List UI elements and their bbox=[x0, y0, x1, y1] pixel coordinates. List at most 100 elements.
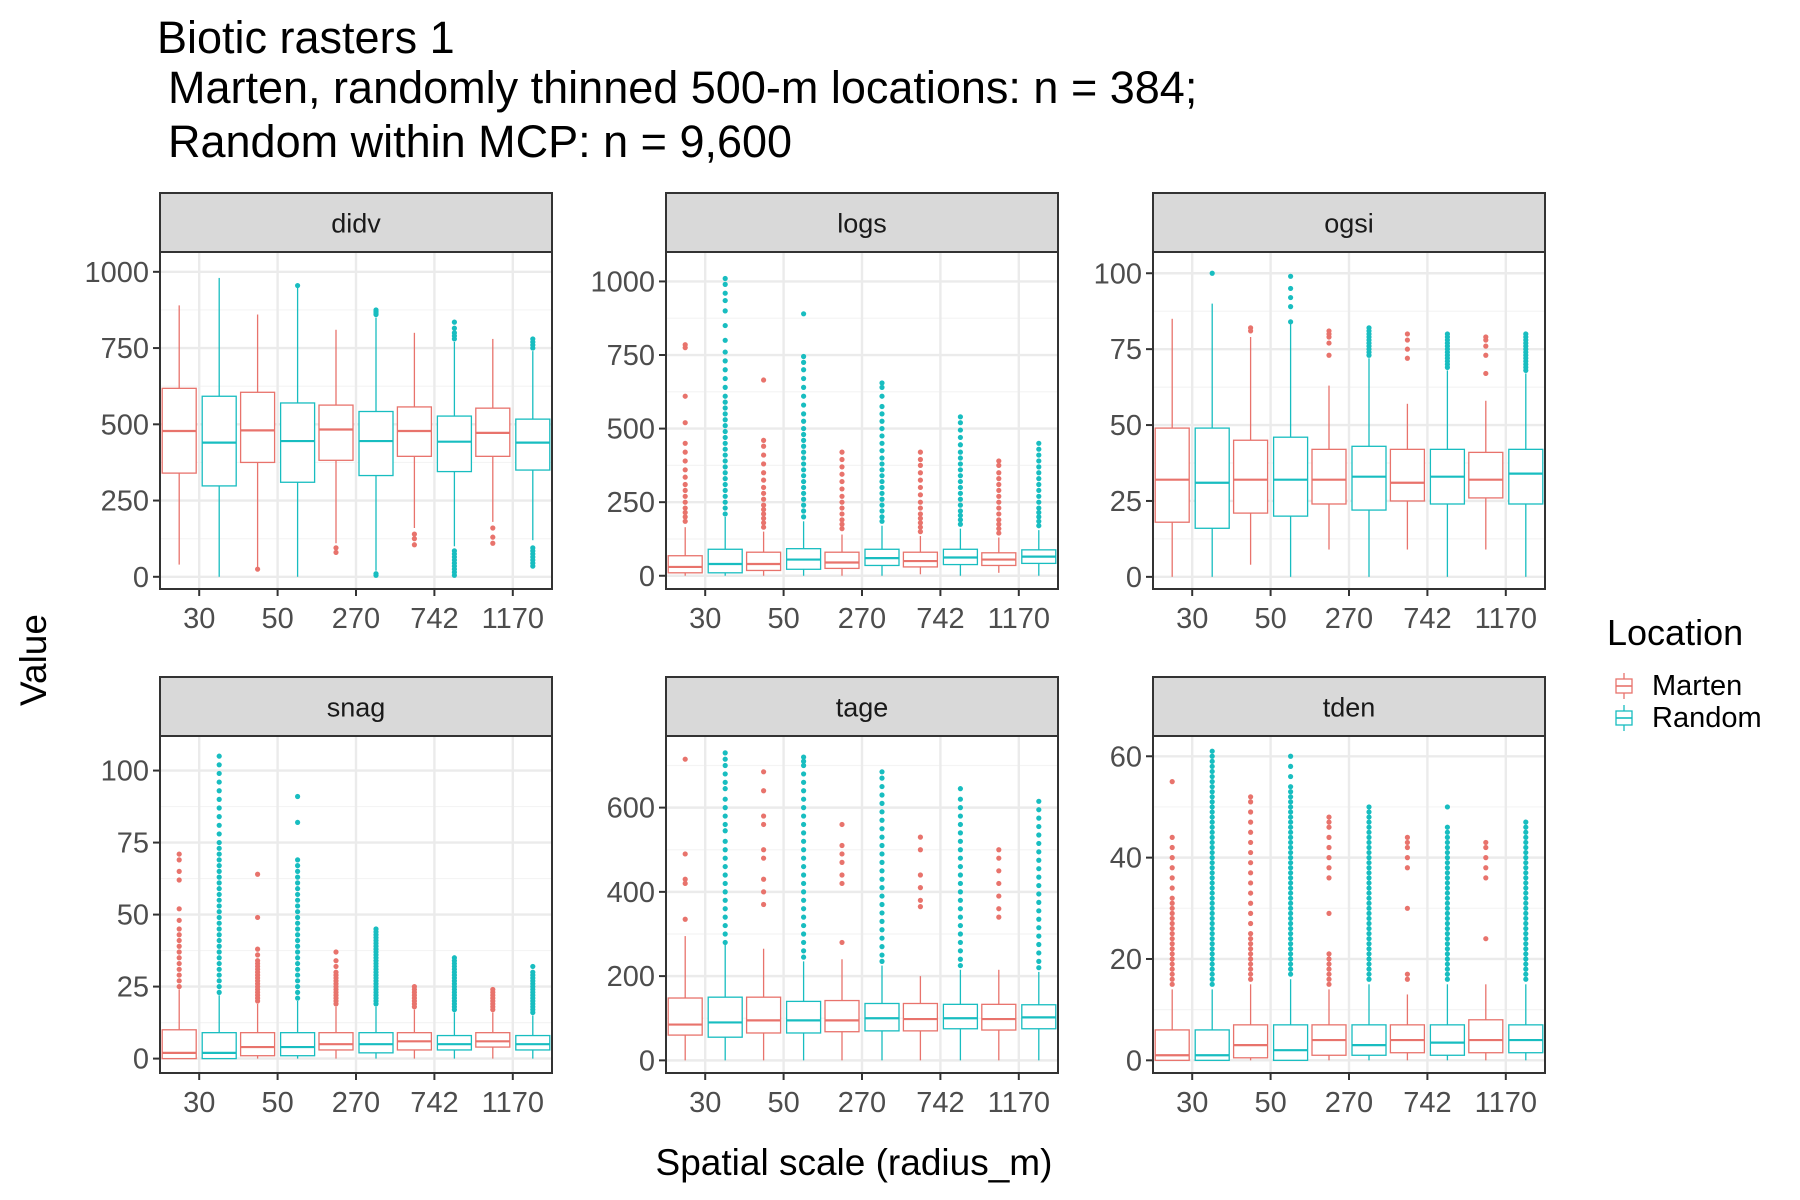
outlier-point bbox=[761, 855, 767, 861]
outlier-point bbox=[1483, 875, 1489, 881]
outlier-point bbox=[879, 467, 885, 473]
box-random bbox=[707, 750, 743, 1061]
box-iqr bbox=[1232, 439, 1269, 514]
outlier-point bbox=[957, 962, 964, 969]
outlier-point bbox=[722, 914, 728, 920]
outlier-point bbox=[1366, 839, 1372, 846]
outlier-point bbox=[801, 872, 807, 878]
outlier-point bbox=[1209, 789, 1215, 795]
box-iqr bbox=[824, 999, 860, 1033]
outlier-point bbox=[801, 762, 807, 769]
outlier-point bbox=[1169, 976, 1175, 982]
outlier-point bbox=[1248, 794, 1254, 800]
outlier-point bbox=[1366, 925, 1372, 932]
outlier-point bbox=[1248, 819, 1254, 825]
outlier-point bbox=[1523, 920, 1529, 927]
outlier-point bbox=[295, 793, 301, 800]
outlier-point bbox=[176, 917, 182, 923]
outlier-point bbox=[1288, 855, 1294, 861]
title-line-2: Marten, randomly thinned 500-m locations… bbox=[168, 62, 1197, 113]
outlier-point bbox=[1288, 285, 1294, 292]
y-tick-label: 0 bbox=[639, 561, 655, 593]
x-tick-label: 1170 bbox=[482, 603, 544, 635]
outlier-point bbox=[295, 920, 301, 926]
box-marten bbox=[475, 338, 511, 546]
outlier-point bbox=[295, 937, 301, 944]
outlier-point bbox=[530, 969, 536, 975]
outlier-point bbox=[761, 506, 767, 513]
outlier-point bbox=[1288, 936, 1294, 942]
outlier-point bbox=[722, 411, 728, 417]
outlier-point bbox=[761, 769, 767, 775]
outlier-point bbox=[839, 505, 845, 511]
outlier-point bbox=[1366, 829, 1372, 835]
outlier-point bbox=[1444, 855, 1450, 861]
outlier-point bbox=[801, 821, 807, 828]
outlier-point bbox=[996, 470, 1002, 476]
outlier-point bbox=[1209, 849, 1215, 856]
outlier-point bbox=[1209, 875, 1215, 881]
box-iqr bbox=[745, 551, 782, 572]
outlier-point bbox=[216, 983, 222, 990]
outlier-point bbox=[761, 847, 767, 853]
outlier-point bbox=[176, 906, 182, 912]
outlier-point bbox=[879, 478, 885, 485]
outlier-point bbox=[1366, 931, 1372, 937]
outlier-point bbox=[761, 461, 767, 467]
outlier-point bbox=[879, 868, 885, 874]
outlier-point bbox=[295, 943, 301, 949]
outlier-point bbox=[295, 966, 301, 972]
series-marten-snag bbox=[161, 851, 511, 1060]
outlier-point bbox=[1444, 885, 1450, 891]
y-tick-label: 0 bbox=[133, 562, 149, 594]
outlier-point bbox=[839, 851, 845, 857]
outlier-point bbox=[1523, 915, 1529, 922]
outlier-point bbox=[957, 467, 964, 473]
series-random-tden bbox=[1194, 748, 1544, 1061]
outlier-point bbox=[1248, 890, 1254, 896]
outlier-point bbox=[295, 903, 301, 909]
outlier-point bbox=[722, 493, 728, 499]
outlier-point bbox=[1366, 885, 1372, 891]
outlier-point bbox=[1366, 910, 1372, 916]
box-random bbox=[785, 311, 822, 576]
outlier-point bbox=[216, 966, 222, 972]
outlier-point bbox=[879, 473, 885, 479]
outlier-point bbox=[1209, 834, 1215, 840]
y-tick-label: 500 bbox=[607, 414, 655, 446]
outlier-point bbox=[1404, 905, 1410, 911]
outlier-point bbox=[722, 838, 728, 844]
outlier-point bbox=[1169, 981, 1175, 987]
outlier-point bbox=[722, 458, 728, 464]
outlier-point bbox=[682, 342, 688, 348]
outlier-point bbox=[879, 918, 885, 924]
outlier-point bbox=[1444, 951, 1450, 957]
outlier-point bbox=[1444, 834, 1450, 840]
box-iqr bbox=[239, 391, 276, 464]
outlier-point bbox=[879, 842, 885, 849]
x-tick-label: 50 bbox=[1254, 603, 1286, 635]
outlier-point bbox=[1209, 270, 1215, 276]
box-marten bbox=[902, 834, 939, 1061]
outlier-point bbox=[1366, 804, 1372, 810]
outlier-point bbox=[917, 499, 924, 505]
outlier-point bbox=[176, 966, 182, 972]
outlier-point bbox=[1169, 956, 1175, 962]
outlier-point bbox=[176, 949, 182, 955]
outlier-point bbox=[1169, 925, 1175, 932]
outlier-point bbox=[295, 868, 301, 874]
outlier-point bbox=[1523, 900, 1529, 906]
outlier-point bbox=[917, 529, 924, 535]
outlier-point bbox=[801, 425, 807, 432]
outlier-point bbox=[839, 526, 845, 532]
outlier-point bbox=[801, 467, 807, 473]
outlier-point bbox=[682, 756, 688, 762]
outlier-point bbox=[801, 889, 807, 895]
box-iqr bbox=[1311, 448, 1347, 505]
outlier-point bbox=[722, 440, 728, 446]
box-marten bbox=[745, 377, 782, 576]
outlier-point bbox=[1366, 961, 1372, 967]
outlier-point bbox=[957, 427, 964, 433]
outlier-point bbox=[1288, 900, 1294, 906]
